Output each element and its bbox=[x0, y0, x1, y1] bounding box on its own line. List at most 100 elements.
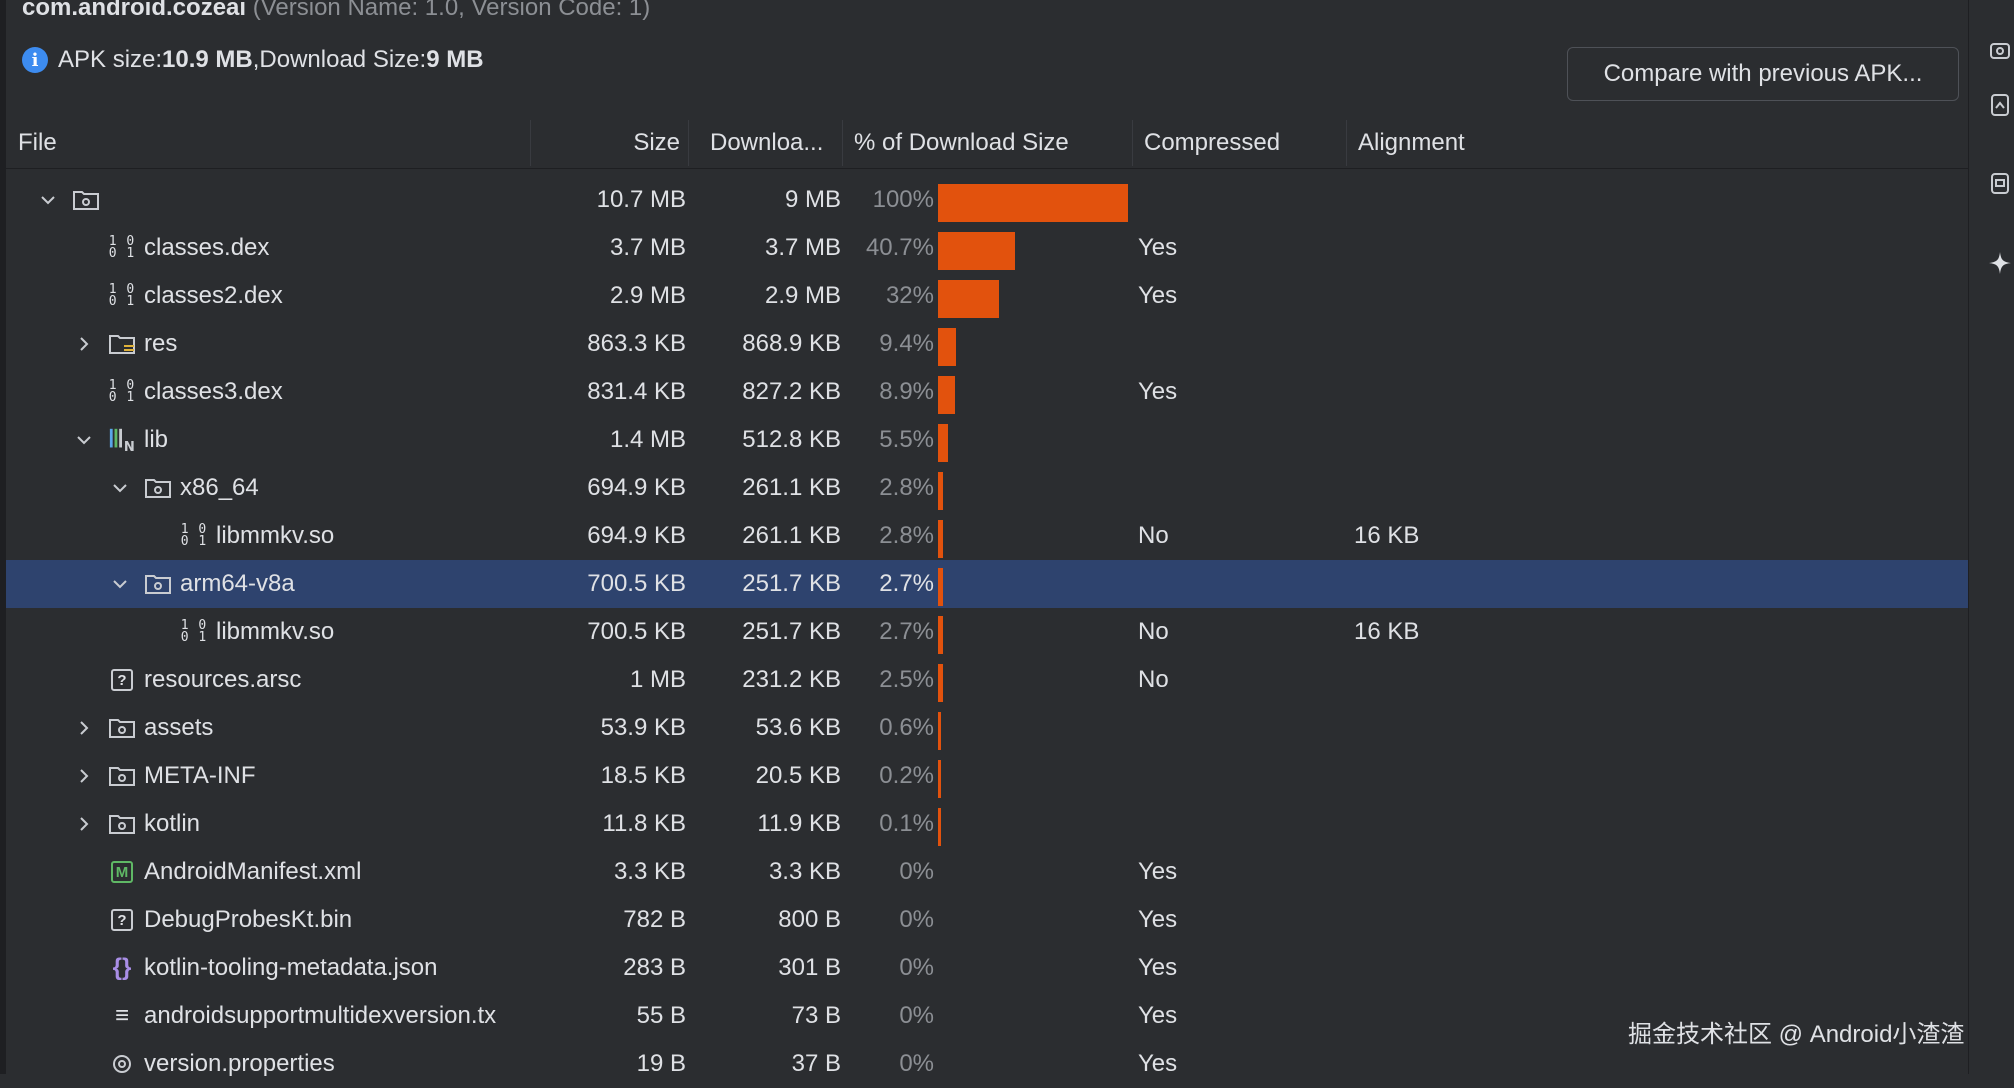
version-info: (Version Name: 1.0, Version Code: 1) bbox=[252, 0, 651, 21]
download-size-cell: 20.5 KB bbox=[755, 762, 841, 789]
folder-icon bbox=[144, 570, 172, 598]
package-name: com.android.cozeai bbox=[22, 0, 247, 21]
table-row[interactable]: kotlin 11.8 KB 11.9 KB 0.1% bbox=[6, 800, 1968, 848]
folder-icon bbox=[144, 474, 172, 502]
chevron-down-icon[interactable] bbox=[108, 572, 132, 596]
size-cell: 53.9 KB bbox=[600, 714, 686, 741]
apk-size-value: 10.9 MB bbox=[162, 46, 253, 73]
column-divider[interactable] bbox=[1132, 120, 1133, 166]
column-header-compressed[interactable]: Compressed bbox=[1144, 129, 1281, 156]
file-name: resources.arsc bbox=[144, 666, 302, 693]
column-divider[interactable] bbox=[688, 120, 689, 166]
download-size-bar bbox=[938, 424, 949, 462]
download-size-bar bbox=[938, 232, 1016, 270]
download-size-cell: 9 MB bbox=[784, 186, 841, 213]
download-size-cell: 301 B bbox=[778, 954, 841, 981]
column-header-percent[interactable]: % of Download Size bbox=[854, 129, 1069, 156]
chevron-right-icon[interactable] bbox=[72, 332, 96, 356]
file-name: kotlin-tooling-metadata.json bbox=[144, 954, 438, 981]
percent-cell: 40.7% bbox=[865, 234, 934, 261]
compressed-cell: Yes bbox=[1138, 954, 1178, 981]
column-header-size[interactable]: Size bbox=[633, 129, 680, 156]
percent-cell: 32% bbox=[885, 282, 934, 309]
table-row[interactable]: res 863.3 KB 868.9 KB 9.4% bbox=[6, 320, 1968, 368]
size-cell: 3.3 KB bbox=[613, 858, 686, 885]
table-header: File Size Downloa... % of Download Size … bbox=[6, 118, 1968, 169]
device-icon[interactable] bbox=[1987, 38, 2013, 64]
download-size-cell: 53.6 KB bbox=[755, 714, 841, 741]
download-size-cell: 261.1 KB bbox=[742, 474, 841, 501]
json-icon: {} bbox=[112, 954, 132, 981]
download-size-bar bbox=[938, 328, 956, 366]
column-divider[interactable] bbox=[1346, 120, 1347, 166]
download-size-cell: 251.7 KB bbox=[742, 618, 841, 645]
size-cell: 3.7 MB bbox=[609, 234, 686, 261]
size-cell: 18.5 KB bbox=[600, 762, 686, 789]
folder-icon bbox=[108, 714, 136, 742]
unknown-file-icon: ? bbox=[108, 906, 136, 934]
compressed-cell: Yes bbox=[1138, 378, 1178, 405]
table-row[interactable]: version.properties 19 B 37 B 0% Yes bbox=[6, 1040, 1968, 1088]
file-name: arm64-v8a bbox=[180, 570, 295, 597]
device-manager-icon[interactable] bbox=[1987, 92, 2013, 118]
column-header-download[interactable]: Downloa... bbox=[710, 129, 824, 156]
compare-previous-apk-button[interactable]: Compare with previous APK... bbox=[1567, 47, 1959, 101]
table-row[interactable]: ? resources.arsc 1 MB 231.2 KB 2.5% No bbox=[6, 656, 1968, 704]
percent-cell: 9.4% bbox=[879, 330, 934, 357]
column-header-file[interactable]: File bbox=[18, 129, 57, 156]
apk-size-label: APK size: bbox=[58, 46, 163, 73]
compressed-cell: Yes bbox=[1138, 1050, 1178, 1077]
file-name: assets bbox=[144, 714, 214, 741]
percent-cell: 2.7% bbox=[879, 618, 934, 645]
table-row[interactable]: assets 53.9 KB 53.6 KB 0.6% bbox=[6, 704, 1968, 752]
folder-icon bbox=[72, 186, 100, 214]
download-size-cell: 3.7 MB bbox=[764, 234, 841, 261]
download-size-cell: 800 B bbox=[778, 906, 841, 933]
percent-cell: 5.5% bbox=[879, 426, 934, 453]
alignment-cell: 16 KB bbox=[1354, 522, 1420, 549]
column-header-alignment[interactable]: Alignment bbox=[1358, 129, 1465, 156]
file-name: androidsupportmultidexversion.tx bbox=[144, 1002, 497, 1029]
download-size-cell: 37 B bbox=[791, 1050, 841, 1077]
size-cell: 1 MB bbox=[629, 666, 686, 693]
chevron-right-icon[interactable] bbox=[72, 764, 96, 788]
sparkle-icon[interactable] bbox=[1987, 250, 2013, 276]
chevron-right-icon[interactable] bbox=[72, 812, 96, 836]
table-row[interactable]: META-INF 18.5 KB 20.5 KB 0.2% bbox=[6, 752, 1968, 800]
table-row[interactable]: x86_64 694.9 KB 261.1 KB 2.8% bbox=[6, 464, 1968, 512]
column-divider[interactable] bbox=[842, 120, 843, 166]
column-divider[interactable] bbox=[530, 120, 531, 166]
chevron-right-icon[interactable] bbox=[72, 716, 96, 740]
table-row[interactable]: ? DebugProbesKt.bin 782 B 800 B 0% Yes bbox=[6, 896, 1968, 944]
info-separator: , bbox=[252, 46, 260, 73]
table-row[interactable]: 10.7 MB 9 MB 100% bbox=[6, 176, 1968, 224]
table-row[interactable]: {} kotlin-tooling-metadata.json 283 B 301 B… bbox=[6, 944, 1968, 992]
size-cell: 782 B bbox=[623, 906, 686, 933]
size-cell: 55 B bbox=[636, 1002, 686, 1029]
compressed-cell: Yes bbox=[1138, 1002, 1178, 1029]
table-row[interactable]: M AndroidManifest.xml 3.3 KB 3.3 KB 0% Yes bbox=[6, 848, 1968, 896]
table-row[interactable]: arm64-v8a 700.5 KB 251.7 KB 2.7% bbox=[6, 560, 1968, 608]
info-icon: i bbox=[22, 47, 48, 73]
file-name: libmmkv.so bbox=[216, 618, 335, 645]
chevron-down-icon[interactable] bbox=[72, 428, 96, 452]
clipboard-icon[interactable] bbox=[1987, 170, 2013, 196]
download-size-cell: 231.2 KB bbox=[742, 666, 841, 693]
download-size-value: 9 MB bbox=[426, 46, 484, 73]
table-row[interactable]: ≡ androidsupportmultidexversion.tx 55 B 73 … bbox=[6, 992, 1968, 1040]
right-tool-strip bbox=[1968, 0, 2014, 1074]
file-name: classes2.dex bbox=[144, 282, 283, 309]
chevron-down-icon[interactable] bbox=[108, 476, 132, 500]
download-size-cell: 827.2 KB bbox=[742, 378, 841, 405]
chevron-down-icon[interactable] bbox=[36, 188, 60, 212]
download-size-bar bbox=[938, 184, 1128, 222]
size-cell: 831.4 KB bbox=[587, 378, 686, 405]
size-cell: 2.9 MB bbox=[609, 282, 686, 309]
